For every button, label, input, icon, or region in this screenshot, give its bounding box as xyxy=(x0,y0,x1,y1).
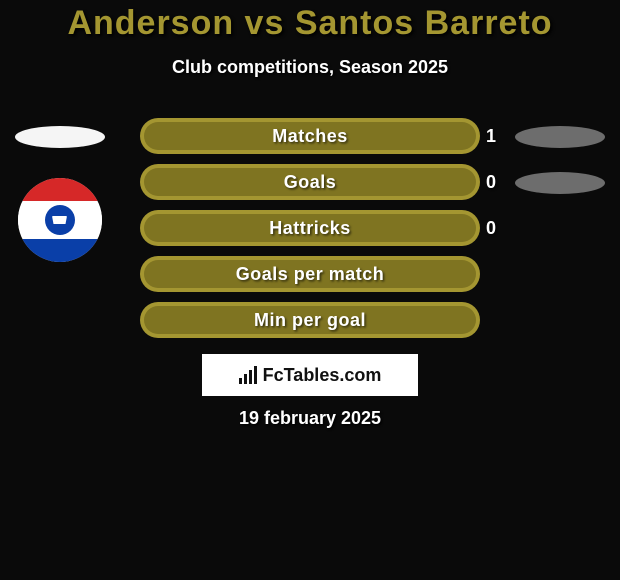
stat-bar: Matches1 xyxy=(140,118,480,154)
stat-value-right: 0 xyxy=(486,164,496,200)
barchart-icon xyxy=(239,366,257,384)
generated-date: 19 february 2025 xyxy=(0,408,620,429)
stat-label: Goals per match xyxy=(236,264,385,285)
stat-bar: Goals per match xyxy=(140,256,480,292)
stat-row: Goals per match xyxy=(0,256,620,302)
comparison-infographic: Anderson vs Santos Barreto Club competit… xyxy=(0,0,620,580)
club-badge-bahia xyxy=(18,178,102,262)
stat-bar: Goals0 xyxy=(140,164,480,200)
stat-label: Hattricks xyxy=(269,218,351,239)
attribution-badge: FcTables.com xyxy=(202,354,418,396)
right-marker-oval xyxy=(515,172,605,194)
page-title: Anderson vs Santos Barreto xyxy=(0,0,620,43)
stat-label: Min per goal xyxy=(254,310,366,331)
stat-bar: Hattricks0 xyxy=(140,210,480,246)
stat-row: Min per goal xyxy=(0,302,620,348)
left-marker-oval xyxy=(15,126,105,148)
stat-label: Goals xyxy=(284,172,337,193)
stat-bar: Min per goal xyxy=(140,302,480,338)
stat-value-right: 1 xyxy=(486,118,496,154)
right-marker-oval xyxy=(515,126,605,148)
stat-row: Matches 1 xyxy=(0,118,620,164)
subtitle: Club competitions, Season 2025 xyxy=(0,57,620,78)
attribution-text: FcTables.com xyxy=(263,365,382,386)
stat-value-right: 0 xyxy=(486,210,496,246)
stat-label: Matches xyxy=(272,126,348,147)
